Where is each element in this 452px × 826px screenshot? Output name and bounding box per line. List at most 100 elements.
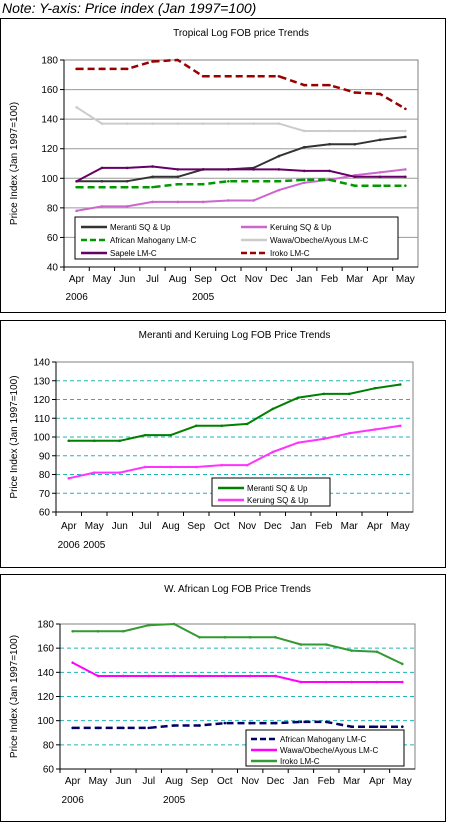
y-tick-label: 80: [39, 470, 51, 481]
data-point: [375, 725, 379, 729]
chart-tropical: Tropical Log FOB price Trends 40 60 80 100 12…: [9, 28, 419, 303]
data-point: [194, 424, 198, 428]
data-point: [125, 166, 129, 170]
x-tick-label: May: [396, 274, 415, 285]
data-point: [143, 465, 147, 469]
data-point: [100, 67, 104, 71]
data-point: [378, 129, 382, 133]
data-point: [299, 680, 303, 684]
data-point: [347, 431, 351, 435]
series-line: [72, 623, 403, 665]
data-point: [277, 122, 281, 125]
data-point: [220, 424, 224, 428]
data-point: [96, 674, 100, 678]
data-point: [176, 58, 180, 62]
data-point: [122, 674, 125, 678]
data-point: [198, 635, 201, 639]
legend-label: Wawa/Obeche/Ayous LM-C: [280, 746, 378, 755]
data-point: [404, 168, 407, 171]
year-label: 2006: [58, 540, 81, 551]
data-point: [100, 185, 104, 189]
data-point: [223, 721, 227, 725]
data-point: [118, 439, 122, 443]
data-point: [92, 471, 96, 474]
data-point: [404, 184, 407, 187]
data-point: [122, 629, 125, 633]
data-point: [96, 629, 100, 633]
data-point: [404, 175, 407, 179]
x-tick-label: Mar: [343, 776, 361, 787]
data-point: [252, 122, 255, 125]
data-point: [299, 720, 303, 724]
data-point: [100, 179, 104, 183]
year-label: 2005: [192, 292, 215, 303]
y-tick-label: 60: [43, 765, 55, 776]
x-tick-label: Jun: [119, 274, 135, 285]
data-point: [302, 145, 306, 149]
series-line: [72, 661, 403, 683]
x-tick-label: Dec: [270, 274, 288, 285]
legend-label: Wawa/Obeche/Ayous LM-C: [270, 236, 368, 245]
y-tick-label: 140: [41, 115, 58, 126]
data-point: [302, 83, 306, 87]
data-point: [227, 199, 230, 202]
data-point: [75, 106, 78, 109]
legend-label: Sapele LM-C: [110, 249, 157, 258]
chart-panel-tropical: Tropical Log FOB price Trends 40 60 80 100 12…: [0, 18, 446, 313]
data-point: [176, 175, 180, 179]
data-point: [194, 465, 198, 469]
data-point: [277, 168, 281, 171]
x-tick-label: Oct: [214, 521, 230, 532]
year-label: 2005: [83, 540, 106, 551]
x-tick-label: Sep: [191, 776, 209, 787]
data-point: [378, 171, 382, 174]
data-point: [75, 209, 78, 213]
chart-meranti-keruing: Meranti and Keruing Log FOB Price Trends…: [9, 330, 414, 551]
x-tick-label: Apr: [65, 776, 81, 787]
legend-label: Iroko LM-C: [280, 757, 320, 766]
data-point: [100, 205, 104, 208]
x-tick-label: Jan: [293, 776, 309, 787]
x-tick-label: Jul: [142, 776, 155, 787]
data-point: [404, 135, 407, 139]
data-point: [353, 142, 357, 146]
x-tick-label: Feb: [321, 274, 339, 285]
data-point: [277, 154, 281, 158]
data-point: [143, 433, 147, 437]
data-point: [172, 674, 176, 678]
data-point: [248, 674, 252, 678]
data-point: [125, 67, 129, 71]
y-tick-label: 100: [41, 174, 58, 185]
data-point: [151, 175, 154, 179]
x-tick-label: Aug: [165, 776, 183, 787]
y-tick-label: 160: [41, 85, 58, 96]
data-point: [373, 386, 377, 390]
data-point: [322, 392, 326, 396]
x-tick-label: Feb: [318, 776, 336, 787]
data-point: [220, 463, 224, 467]
data-point: [125, 179, 129, 183]
chart-west-african: W. African Log FOB Price Trends 60 80 100 12…: [9, 584, 416, 806]
data-point: [353, 175, 357, 179]
data-point: [296, 396, 300, 399]
data-point: [277, 179, 281, 183]
data-point: [248, 721, 252, 725]
data-point: [398, 424, 402, 428]
data-point: [67, 439, 71, 443]
legend-label: African Mahogany LM-C: [280, 735, 366, 744]
data-point: [404, 107, 407, 111]
y-axis-label: Price Index (Jan 1997=100): [9, 102, 20, 225]
data-point: [353, 129, 357, 133]
data-point: [350, 680, 353, 684]
y-tick-label: 120: [37, 692, 54, 703]
data-point: [201, 168, 205, 171]
data-point: [302, 181, 306, 185]
data-point: [201, 182, 205, 186]
legend-label: Iroko LM-C: [270, 249, 310, 258]
chart-panel-west-african: W. African Log FOB Price Trends 60 80 100 12…: [0, 574, 446, 822]
x-tick-label: Mar: [341, 521, 359, 532]
legend-label: Meranti SQ & Up: [247, 484, 308, 493]
y-tick-label: 120: [41, 144, 58, 155]
x-tick-label: Nov: [241, 776, 259, 787]
data-point: [350, 649, 353, 652]
